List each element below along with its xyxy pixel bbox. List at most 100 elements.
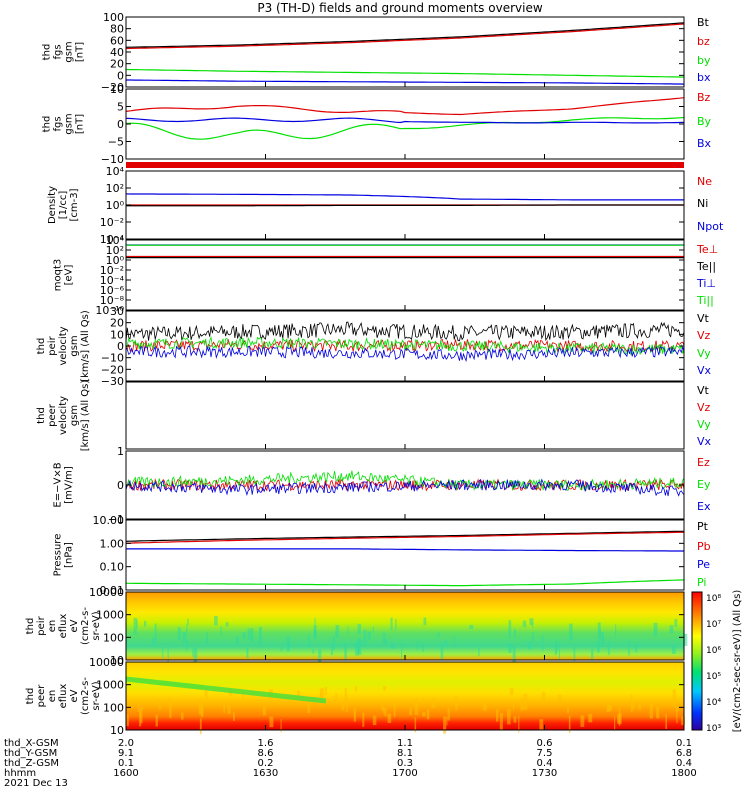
spectrogram-texture	[653, 622, 658, 636]
colorbar-gradient	[691, 591, 703, 731]
legend-entry-Bt: Bt	[697, 16, 710, 29]
spectrogram-texture	[569, 623, 573, 641]
spectrogram-texture	[139, 709, 142, 727]
spectrogram-texture	[367, 631, 372, 640]
spectrogram-texture	[558, 695, 562, 703]
y-axis-label: Density	[47, 186, 58, 224]
y-axis-label: sr-eV)	[91, 611, 102, 640]
legend-entry-Vy: Vy	[697, 418, 711, 431]
y-tick-label: 1.00	[100, 537, 125, 550]
spectrogram-texture	[512, 702, 515, 712]
y-axis-label: [cm-3]	[69, 188, 80, 221]
panel-1: 10 5 0 −5 −10 thd fgs gsm [nT] Bz By Bx	[42, 83, 712, 166]
spectrogram-texture	[556, 647, 558, 652]
colorbar-tick-label: 10⁸	[706, 594, 721, 604]
panel-frame	[125, 16, 685, 88]
spectrogram-texture	[390, 617, 393, 631]
spectrogram-texture	[447, 708, 450, 721]
y-axis-label: [mV/m]	[64, 466, 75, 504]
y-tick-label: −30	[101, 375, 124, 388]
electron-ridge	[125, 676, 327, 704]
panel-2	[126, 162, 684, 168]
spectrogram-texture	[193, 647, 198, 663]
spectrogram-texture	[541, 635, 544, 651]
y-tick-label: −20	[101, 363, 124, 376]
spectrogram-texture	[672, 646, 676, 654]
spectrogram-texture	[220, 626, 222, 637]
spectrogram-texture	[346, 697, 348, 712]
y-tick-label: 0	[117, 69, 124, 82]
spectrogram-texture	[606, 705, 610, 713]
y-tick-label: 0.10	[100, 561, 125, 574]
spectrogram-texture	[206, 688, 208, 701]
y-axis-label: gsm	[69, 335, 80, 356]
spectrogram-texture	[656, 706, 660, 719]
spectrogram-texture	[347, 625, 349, 634]
spectrogram-texture	[280, 646, 283, 652]
spectrogram-texture	[186, 639, 188, 652]
legend-entry-Bz: Bz	[697, 91, 711, 104]
y-axis-label: en	[47, 690, 58, 703]
spectrogram-texture	[382, 633, 386, 643]
y-axis-label: (cm2-s-	[80, 607, 91, 645]
spectrogram-texture	[335, 625, 340, 638]
series-Bx	[125, 117, 685, 124]
spectrogram-texture	[527, 642, 532, 650]
spectrogram-texture	[520, 698, 524, 711]
time-axis-value: 8.6	[258, 748, 274, 759]
legend-entry-bz: bz	[697, 35, 710, 48]
spectrogram-texture	[169, 702, 172, 718]
spectrogram-texture	[206, 632, 208, 643]
y-tick-label: 10.00	[93, 514, 125, 527]
date-label: 2021 Dec 13	[4, 778, 68, 789]
spectrogram-texture	[258, 627, 262, 645]
series-Pe	[126, 548, 684, 552]
spectrogram-texture	[591, 649, 594, 661]
y-tick-label: 10⁻⁴	[100, 233, 125, 246]
legend-entry-Vx: Vx	[697, 364, 712, 377]
spectrogram-texture	[539, 719, 544, 731]
colorbar-tick-label: 10⁵	[706, 672, 721, 682]
spectrogram-texture	[312, 649, 315, 654]
y-tick-label: 10000	[89, 656, 124, 669]
spectrogram-texture	[469, 624, 474, 630]
spectrogram-texture	[344, 688, 347, 705]
spectrogram-texture	[508, 620, 512, 638]
series-Ni	[126, 204, 684, 207]
series-bz	[125, 23, 685, 50]
spectrogram-texture	[431, 697, 436, 709]
y-tick-label: −5	[108, 136, 124, 149]
time-axis-row-label: hhmm	[4, 768, 36, 779]
y-axis-label: peer	[47, 403, 58, 427]
flag-bar	[126, 162, 684, 168]
y-tick-label: 10²	[106, 244, 124, 257]
spectrogram-texture	[482, 701, 487, 711]
spectrogram-texture	[513, 716, 517, 723]
y-axis-label: [nT]	[75, 114, 86, 134]
spectrogram-texture	[522, 620, 527, 628]
y-axis-label: en	[47, 620, 58, 633]
y-axis-label: Pressure	[53, 534, 64, 577]
spectrogram-texture	[423, 617, 427, 626]
panel-10: 10000 1000 100 10 thd peer en eflux eV (cm2-s-sr-…	[25, 656, 686, 737]
y-axis-label: thd	[42, 116, 53, 133]
spectrogram-texture	[414, 698, 419, 715]
spectrogram-texture	[628, 640, 630, 656]
spectrogram-texture	[198, 698, 203, 715]
y-axis-label: thd	[25, 618, 36, 635]
spectrogram-texture	[318, 649, 322, 665]
time-axis-row-label: thd_Y-GSM	[4, 748, 57, 759]
spectrogram-texture	[523, 693, 528, 710]
y-tick-label: 20	[110, 58, 124, 71]
spectrogram-texture	[167, 698, 172, 704]
legend-entry-By: By	[697, 115, 712, 128]
spectrogram-texture	[227, 705, 231, 715]
y-axis-label: gsm	[64, 41, 75, 62]
spectrogram-texture	[387, 713, 392, 723]
series-Bt	[125, 22, 685, 48]
y-axis-label: fgs	[53, 44, 64, 59]
series-Bz	[125, 97, 685, 116]
